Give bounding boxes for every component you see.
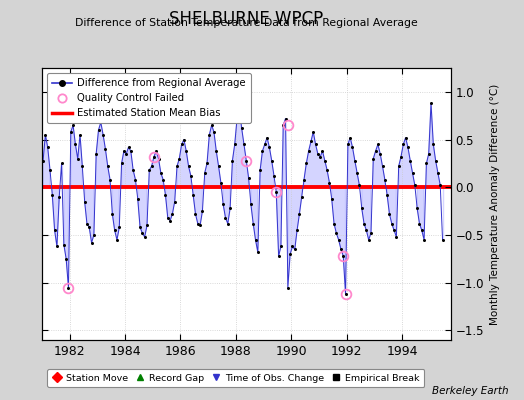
Text: Berkeley Earth: Berkeley Earth <box>432 386 508 396</box>
Legend: Difference from Regional Average, Quality Control Failed, Estimated Station Mean: Difference from Regional Average, Qualit… <box>47 73 250 123</box>
Text: SHELBURNE WPCP: SHELBURNE WPCP <box>169 10 323 28</box>
Text: Difference of Station Temperature Data from Regional Average: Difference of Station Temperature Data f… <box>75 18 418 28</box>
Legend: Station Move, Record Gap, Time of Obs. Change, Empirical Break: Station Move, Record Gap, Time of Obs. C… <box>47 369 424 387</box>
Y-axis label: Monthly Temperature Anomaly Difference (°C): Monthly Temperature Anomaly Difference (… <box>489 83 499 325</box>
